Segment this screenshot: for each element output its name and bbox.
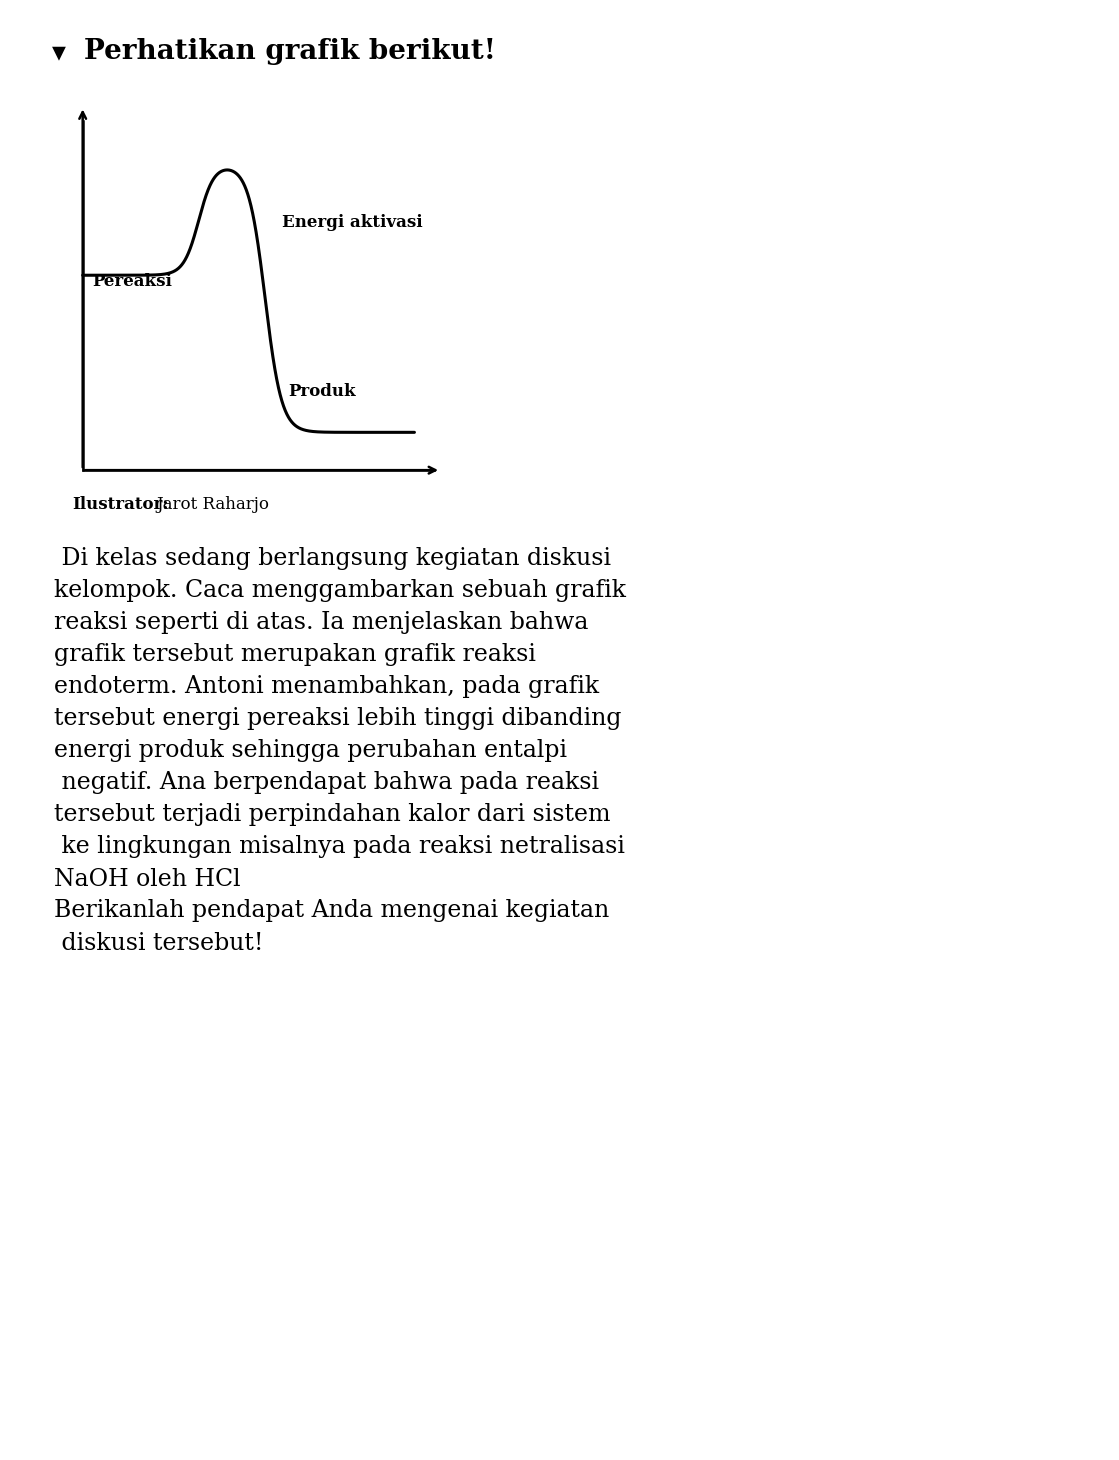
Text: Ilustrator:: Ilustrator: — [73, 496, 169, 514]
Text: Di kelas sedang berlangsung kegiatan diskusi
kelompok. Caca menggambarkan sebuah: Di kelas sedang berlangsung kegiatan dis… — [54, 548, 626, 955]
Text: Produk: Produk — [289, 383, 356, 400]
Text: Jarot Raharjo: Jarot Raharjo — [157, 496, 270, 514]
Text: Perhatikan grafik berikut!: Perhatikan grafik berikut! — [84, 38, 496, 64]
Text: Pereaksi: Pereaksi — [93, 273, 172, 289]
Text: Energi aktivasi: Energi aktivasi — [282, 215, 422, 231]
Text: ▾: ▾ — [51, 38, 65, 66]
